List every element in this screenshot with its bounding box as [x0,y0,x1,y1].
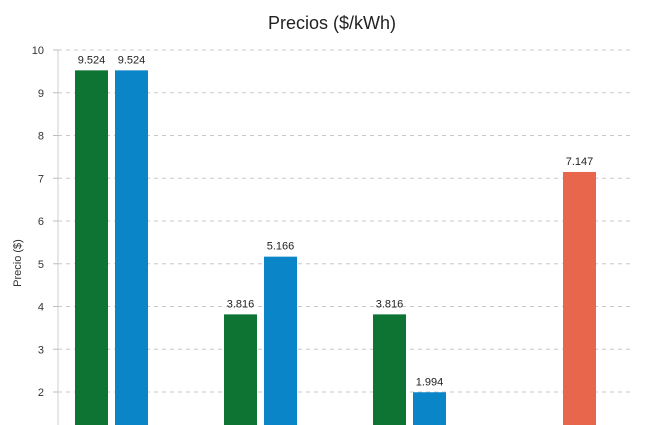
y-tick-label-7: 7 [38,173,44,185]
bar-value-label-5: 3.816 [376,298,404,310]
y-tick-label-8: 8 [38,131,44,143]
bar-value-label-4: 5.166 [267,241,295,253]
y-tick-label-2: 2 [38,387,44,399]
bar-7 [563,171,596,425]
bar-3 [224,314,257,425]
y-axis-label: Precio ($) [12,239,24,287]
bar-value-label-7: 7.147 [566,156,594,168]
bar-5 [373,314,406,425]
bar-value-label-1: 9.524 [78,54,106,66]
bar-2 [115,70,148,425]
bar-4 [264,256,297,425]
y-tick-label-6: 6 [38,216,44,228]
y-tick-label-9: 9 [38,88,44,100]
bar-1 [75,70,108,425]
chart-title: Precios ($/kWh) [268,13,396,33]
y-tick-label-3: 3 [38,344,44,356]
y-axis-ticks: 2 3 4 5 6 7 8 9 10 [32,45,58,399]
grid-lines [57,49,632,425]
y-tick-label-5: 5 [38,259,44,271]
bar-value-label-6: 1.994 [416,376,444,388]
bar-value-label-2: 9.524 [118,54,146,66]
bars [75,70,596,425]
y-tick-label-4: 4 [38,302,44,314]
bar-6 [413,392,446,425]
y-tick-label-10: 10 [32,45,44,57]
data-labels: 9.524 9.524 3.816 5.166 3.816 1.994 7.147 [78,54,594,388]
bar-value-label-3: 3.816 [227,298,255,310]
